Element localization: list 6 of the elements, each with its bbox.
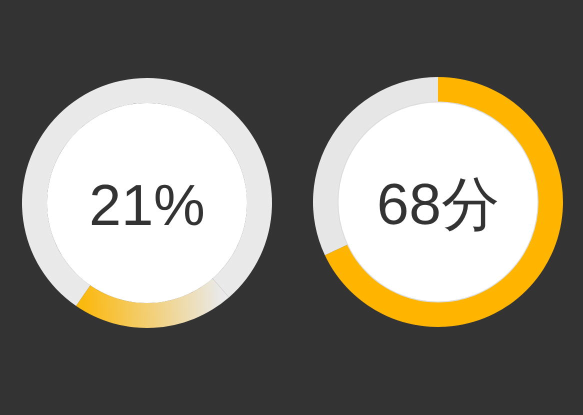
text: 68分 <box>376 172 500 237</box>
text: 21% <box>88 173 206 238</box>
donut-slice <box>76 278 230 328</box>
donut-slice <box>22 78 272 306</box>
donut-slice <box>313 77 438 256</box>
donut-slice <box>324 77 563 327</box>
